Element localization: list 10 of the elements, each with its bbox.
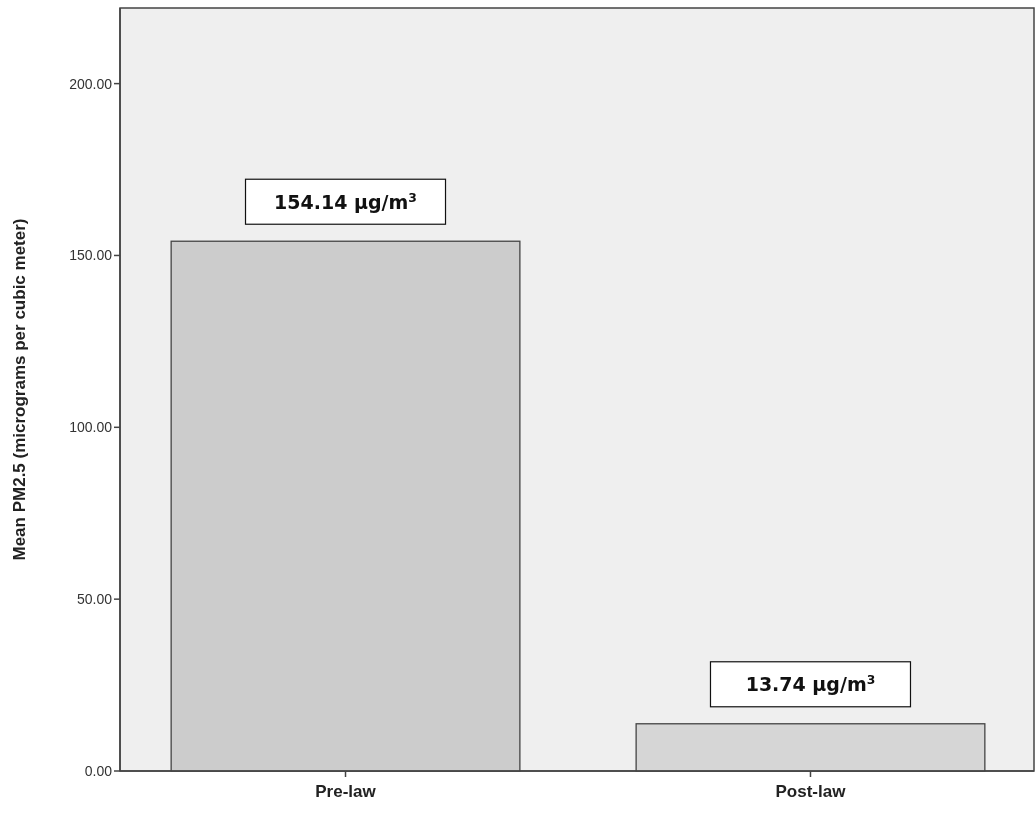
x-tick-label: Pre-law <box>315 782 377 801</box>
y-tick-label: 100.00 <box>69 419 113 436</box>
x-tick-label: Post-law <box>775 782 847 801</box>
y-tick-label: 200.00 <box>69 75 113 92</box>
y-axis-title: Mean PM2.5 (micrograms per cubic meter) <box>10 218 29 561</box>
y-tick-label: 50.00 <box>76 591 113 608</box>
y-tick-label: 150.00 <box>69 247 113 264</box>
data-label: 13.74 μg/m$^{3}$ <box>745 673 876 696</box>
y-tick-label: 0.00 <box>84 763 113 779</box>
data-label: 154.14 μg/m$^{3}$ <box>274 190 417 213</box>
